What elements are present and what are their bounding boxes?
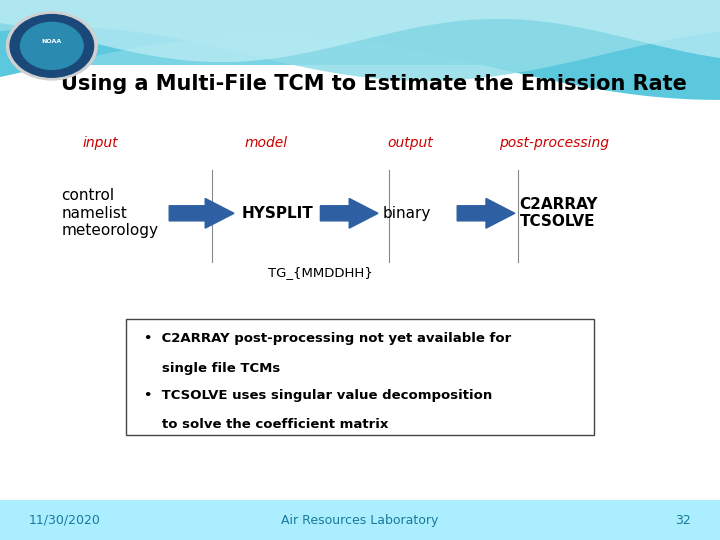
Polygon shape xyxy=(0,0,720,81)
FancyArrow shape xyxy=(169,199,234,228)
Text: output: output xyxy=(387,136,433,150)
Text: Using a Multi-File TCM to Estimate the Emission Rate: Using a Multi-File TCM to Estimate the E… xyxy=(61,73,688,94)
Text: binary: binary xyxy=(382,206,431,221)
Circle shape xyxy=(10,15,94,77)
FancyArrow shape xyxy=(320,199,378,228)
Text: post-processing: post-processing xyxy=(500,136,609,150)
Text: single file TCMs: single file TCMs xyxy=(162,362,280,375)
Text: •  TCSOLVE uses singular value decomposition: • TCSOLVE uses singular value decomposit… xyxy=(144,389,492,402)
Text: 32: 32 xyxy=(675,514,691,526)
Text: input: input xyxy=(83,136,119,150)
Text: to solve the coefficient matrix: to solve the coefficient matrix xyxy=(162,418,388,431)
Text: TG_{MMDDHH}: TG_{MMDDHH} xyxy=(268,266,373,279)
Bar xyxy=(0,0,720,65)
Circle shape xyxy=(6,12,97,80)
FancyArrow shape xyxy=(457,199,515,228)
Text: model: model xyxy=(245,136,288,150)
Text: NOAA: NOAA xyxy=(42,39,62,44)
Polygon shape xyxy=(0,0,720,62)
Text: control
namelist
meteorology: control namelist meteorology xyxy=(61,188,158,238)
Text: HYSPLIT: HYSPLIT xyxy=(241,206,313,221)
Bar xyxy=(0,500,720,540)
Text: Air Resources Laboratory: Air Resources Laboratory xyxy=(282,514,438,526)
Bar xyxy=(126,319,594,435)
Text: •  C2ARRAY post-processing not yet available for: • C2ARRAY post-processing not yet availa… xyxy=(144,332,511,345)
Circle shape xyxy=(20,22,84,69)
Text: C2ARRAY
TCSOLVE: C2ARRAY TCSOLVE xyxy=(518,197,598,230)
Polygon shape xyxy=(0,0,720,100)
Text: 11/30/2020: 11/30/2020 xyxy=(29,514,101,526)
